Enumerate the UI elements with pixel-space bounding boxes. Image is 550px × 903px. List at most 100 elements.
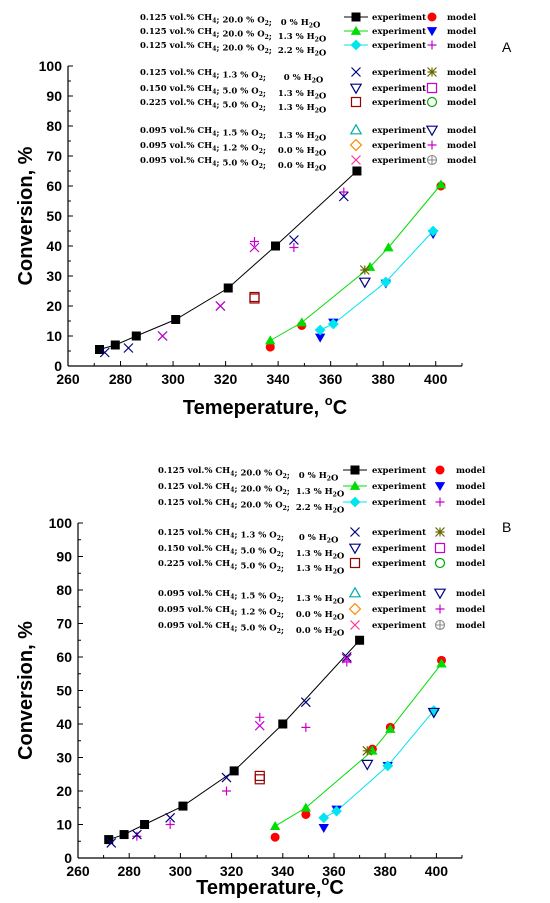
series-fit-line [323,710,435,819]
data-point [249,237,259,246]
data-point [318,812,330,824]
x-tick-label: 380 [372,371,396,387]
x-axis-label: Temperature,oC [196,873,344,899]
legend-experiment-marker [349,138,363,152]
y-tick-label: 30 [56,750,72,766]
data-point [361,759,374,771]
chart-panel-a: 0.125 vol.% CH4; 20.0 % O2; 0 % H2O exper… [15,12,512,419]
legend-condition-label: 0.125 vol.% CH4; 20.0 % O2; 0 % H2O [140,13,321,31]
x-tick-label: 400 [424,371,448,387]
x-tick-label: 360 [322,863,346,879]
legend-experiment-marker [351,155,361,165]
y-tick-label: 80 [46,118,62,134]
legend-experiment-marker [350,527,360,537]
y-tick-label: 90 [46,88,62,104]
x-tick-label: 280 [109,371,133,387]
legend-experiment-marker [351,12,361,22]
data-point [254,720,265,731]
legend-model-marker [427,140,437,150]
legend-model-marker [427,12,437,22]
legend-experiment-label: experiment [372,98,426,108]
y-tick-label: 10 [46,328,62,344]
legend-model-marker [434,482,446,492]
x-tick-label: 380 [374,863,398,879]
legend-row: 0.125 vol.% CH4; 20.0 % O2; 2.2 % H2O exp… [140,39,477,59]
data-point [132,831,142,841]
data-point [99,347,110,358]
legend-model-label: model [456,559,486,569]
x-tick-label: 280 [118,863,142,879]
y-tick-label: 60 [46,178,62,194]
legend-experiment-marker [351,67,361,77]
data-point [165,820,175,829]
data-point [106,838,117,848]
y-tick-label: 70 [46,148,62,164]
y-tick-label: 40 [46,238,62,254]
x-tick-label: 400 [425,863,449,879]
data-point [221,772,232,783]
data-point [223,283,233,293]
legend-experiment-label: experiment [372,84,426,94]
data-point [131,331,141,341]
legend-model-label: model [456,498,486,508]
legend-experiment-label: experiment [372,528,426,538]
y-tick-label: 30 [46,268,62,284]
y-tick-label: 80 [56,582,72,598]
legend-model-label: model [456,621,486,631]
legend-row: 0.225 vol.% CH4; 5.0 % O2; 1.3 % H2O expe… [140,96,477,116]
y-tick-label: 0 [54,358,62,374]
legend-experiment-marker [350,25,362,35]
legend-model-label: model [447,27,477,37]
y-tick-label: 70 [56,616,72,632]
series-fit-line [270,184,442,341]
legend-model-marker [435,527,445,537]
legend-experiment-marker [350,620,360,630]
legend-model-marker [435,465,445,475]
data-point [289,243,299,252]
data-point [95,345,105,354]
legend-experiment-marker [348,586,362,598]
legend-condition-label: 0.095 vol.% CH4; 1.5 % O2; 1.3 % H2O [140,126,327,144]
legend-condition-label: 0.125 vol.% CH4; 20.0 % O2; 2.2 % H2O [158,498,345,516]
legend-row: 0.150 vol.% CH4; 5.0 % O2; 1.3 % H2O expe… [140,82,477,102]
data-point [380,276,392,288]
data-point [341,652,352,662]
legend-model-marker [434,542,446,554]
legend-row: 0.225 vol.% CH4; 5.0 % O2; 1.3 % H2O expe… [158,557,486,577]
legend-condition-label: 0.125 vol.% CH4; 20.0 % O2; 0 % H2O [158,466,339,484]
legend-condition-label: 0.095 vol.% CH4; 1.2 % O2; 0.0 % H2O [158,605,345,623]
legend-experiment-label: experiment [372,126,426,136]
legend-experiment-marker [349,480,361,490]
y-tick-label: 0 [64,850,72,866]
legend-row: 0.095 vol.% CH4; 5.0 % O2; 0.0 % H2O expe… [158,619,486,639]
legend-experiment-label: experiment [372,466,426,476]
data-point [254,774,265,785]
data-point [427,225,439,237]
legend-model-marker [427,67,437,77]
legend-row: 0.095 vol.% CH4; 1.5 % O2; 1.3 % H2O expe… [140,123,477,144]
legend-model-marker [427,40,437,50]
legend-condition-label: 0.150 vol.% CH4; 5.0 % O2; 1.3 % H2O [140,84,327,102]
x-tick-label: 260 [66,863,90,879]
legend-model-marker [433,588,447,600]
legend-condition-label: 0.095 vol.% CH4; 5.0 % O2; 0.0 % H2O [140,156,327,174]
x-tick-label: 300 [161,371,185,387]
legend-experiment-label: experiment [372,156,426,166]
legend-experiment-label: experiment [372,27,426,37]
legend-model-marker [426,154,438,166]
data-point [255,712,265,722]
legend-experiment-label: experiment [372,621,426,631]
legend-experiment-marker [349,557,361,569]
legend-model-marker [435,604,445,614]
legend-experiment-label: experiment [372,141,426,151]
data-point [249,291,260,303]
data-point [123,343,134,353]
data-point [427,707,441,719]
data-point [367,745,378,755]
legend-experiment-marker [349,83,363,95]
data-point [131,829,142,840]
legend-row: 0.150 vol.% CH4; 5.0 % O2; 1.3 % H2O expe… [158,542,486,562]
y-tick-label: 50 [46,208,62,224]
data-point [382,760,394,772]
